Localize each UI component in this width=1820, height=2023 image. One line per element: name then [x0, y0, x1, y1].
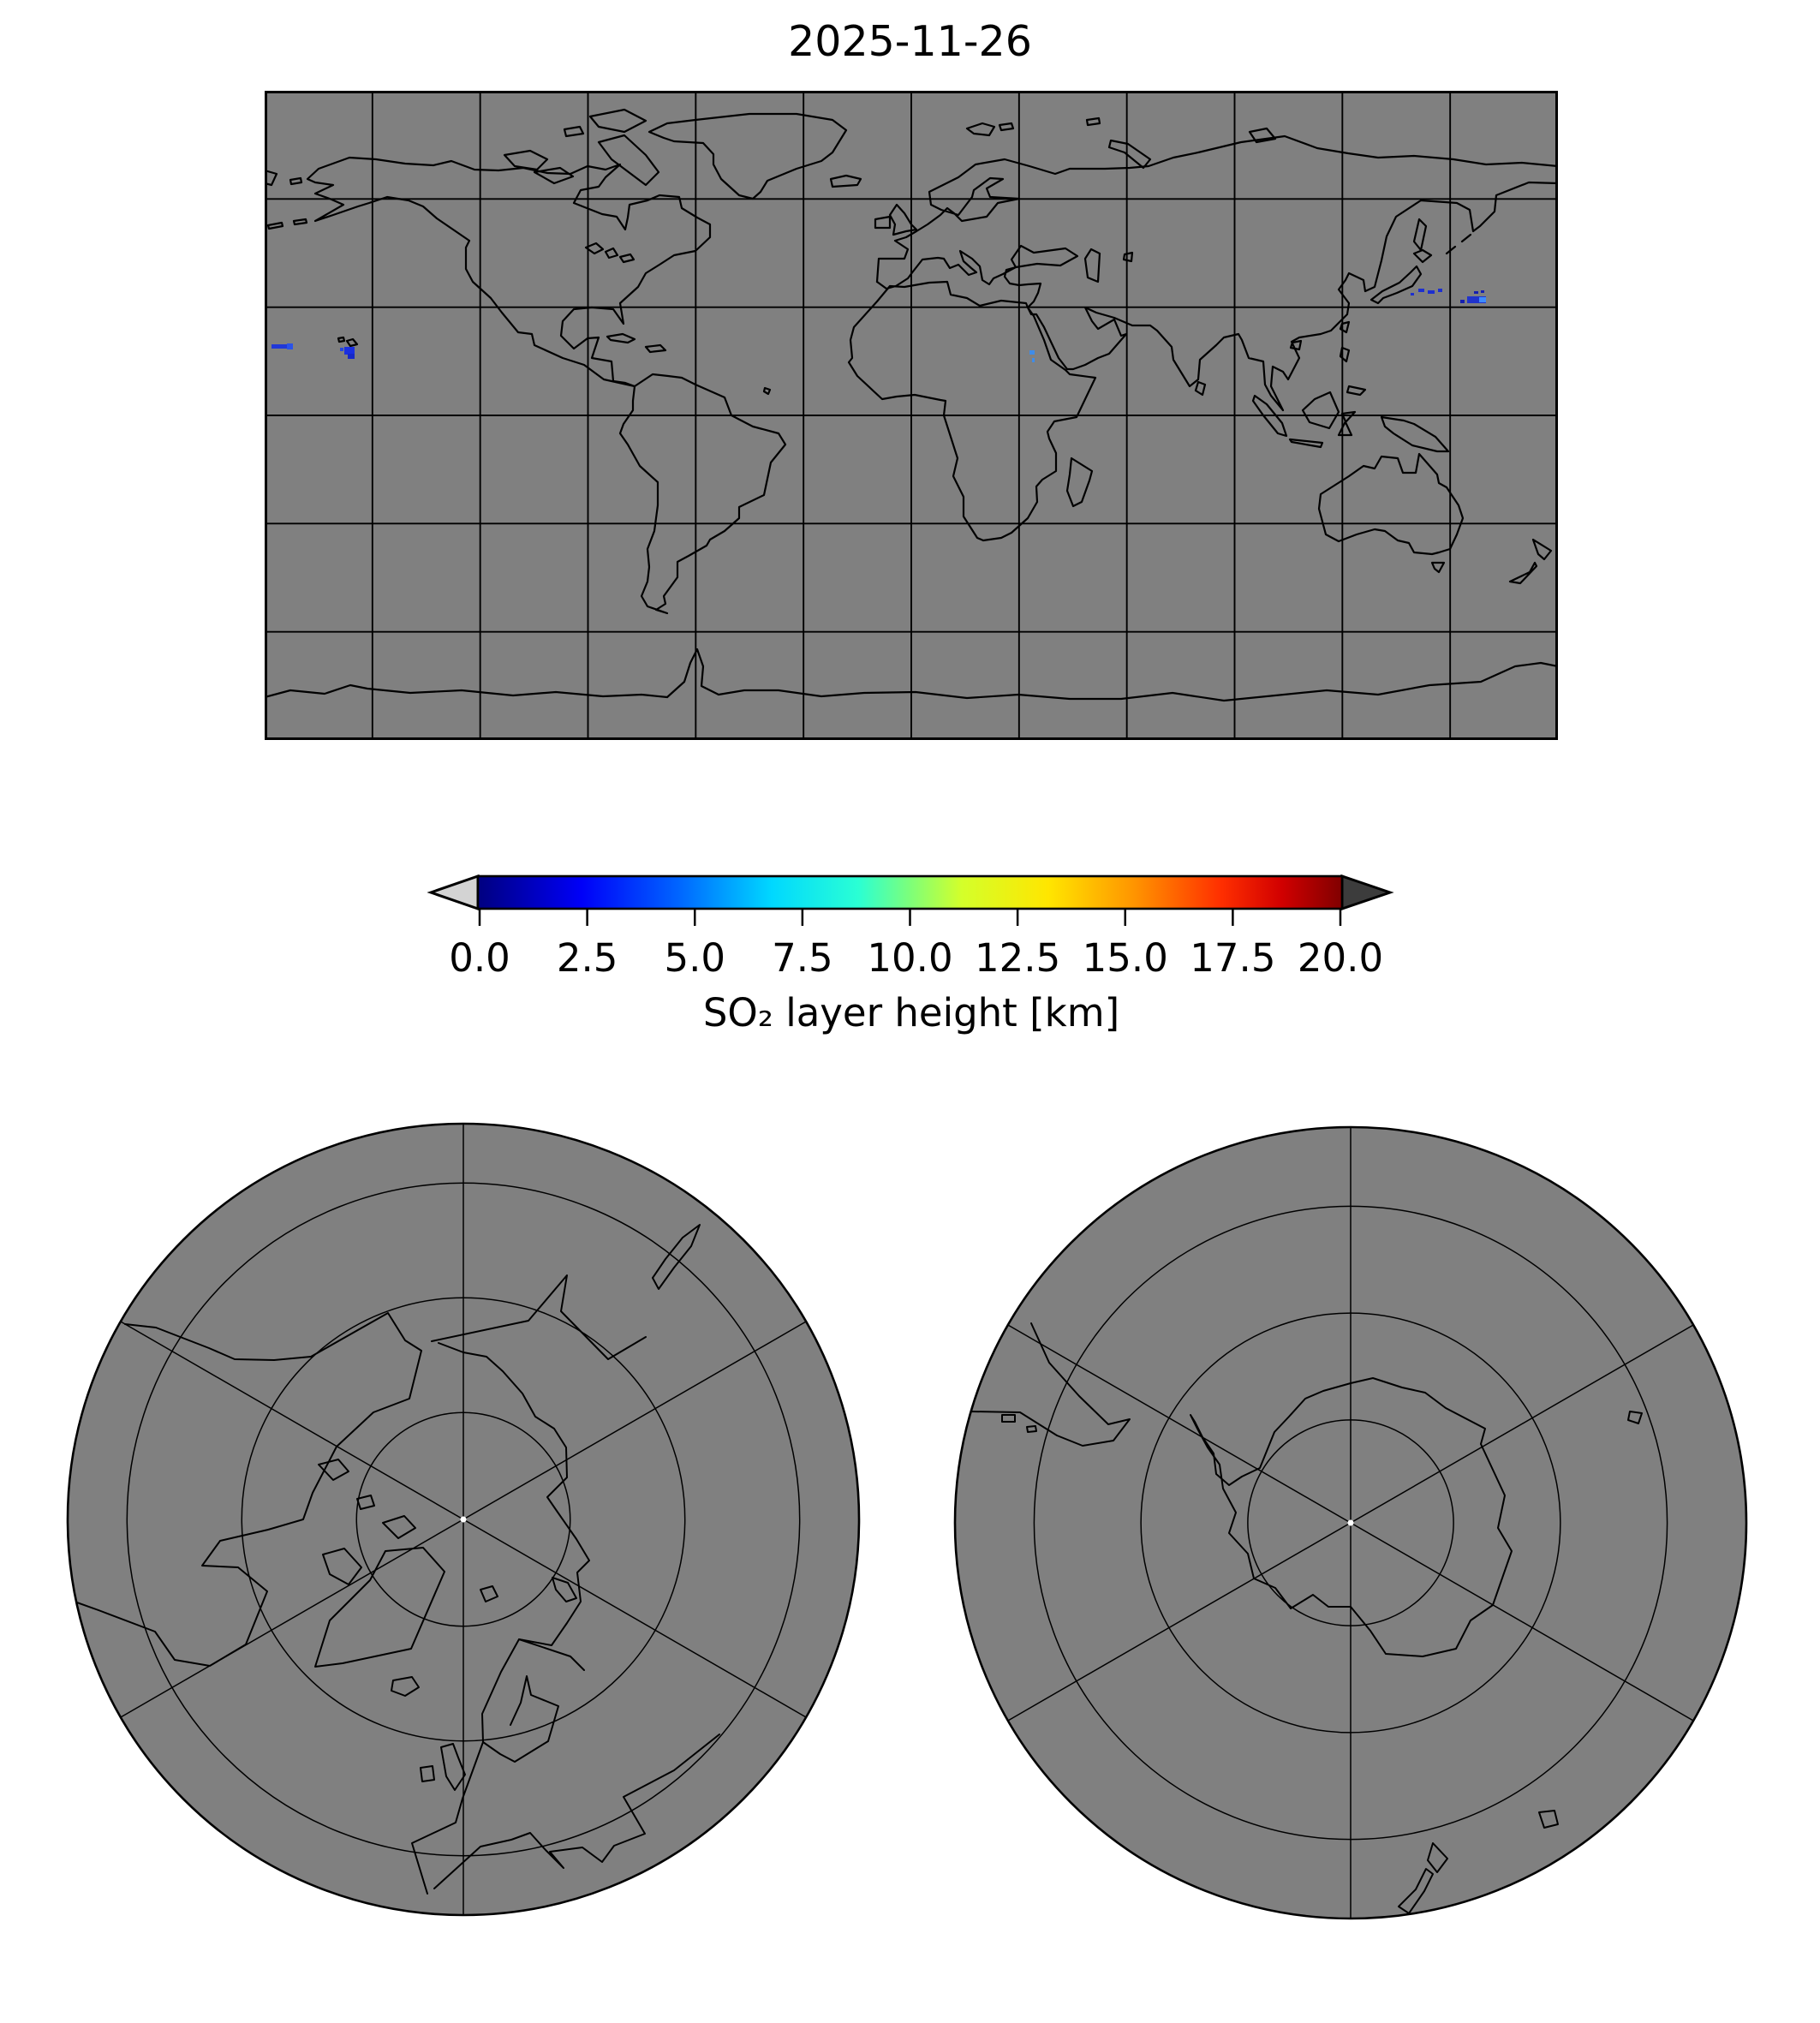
- map-border: [265, 91, 1558, 740]
- coastline-new-zealand: [1508, 538, 1553, 585]
- coastline-australia: [1317, 452, 1465, 556]
- np-baltic: [482, 1675, 559, 1763]
- coastline-sakhalin: [1412, 218, 1428, 252]
- coastline-iceland: [829, 174, 862, 188]
- np-britain-ireland: [420, 1743, 466, 1791]
- coastline-black-sea: [1010, 244, 1079, 269]
- coastline-antarctica: [265, 647, 1558, 702]
- coastline-ireland: [874, 215, 892, 230]
- coastline-indonesia: [1251, 391, 1450, 453]
- sp-falklands: [1001, 1414, 1037, 1433]
- coastline-great-lakes: [584, 242, 636, 264]
- coastline-eurasia-north: [875, 134, 1558, 283]
- coastline-britain: [888, 203, 918, 236]
- so2-detection-pixel: [340, 348, 343, 351]
- colorbar-tick-label: 15.0: [1082, 935, 1168, 981]
- coastline-mediterranean-north: [875, 249, 1042, 309]
- colorbar-ticks: [478, 909, 1342, 926]
- np-white-sea: [518, 1638, 585, 1671]
- coastline-sri-lanka: [1194, 380, 1207, 397]
- coastline-tasmania: [1430, 561, 1446, 574]
- so2-detection-pixel: [1474, 291, 1478, 294]
- colorbar-axis-label: SO₂ layer height [km]: [702, 990, 1120, 1035]
- north-pole-dot: [460, 1516, 467, 1523]
- np-iceland: [391, 1676, 420, 1697]
- np-greenland: [314, 1547, 445, 1668]
- coastline-south-america: [618, 373, 787, 615]
- so2-detection-pixel: [1481, 290, 1484, 293]
- coastline-philippines: [1339, 346, 1367, 397]
- so2-detection-pixel: [1032, 358, 1035, 362]
- colorbar-tick-label: 2.5: [556, 935, 618, 981]
- south-polar-map: [953, 1125, 1748, 1920]
- south-pole-dot: [1347, 1519, 1354, 1526]
- coastline-north-america: [306, 156, 712, 388]
- coastlines-south-polar: [970, 1322, 1643, 1914]
- np-japan-kurils: [652, 1224, 701, 1290]
- np-archipelago: [318, 1459, 416, 1585]
- so2-detection-pixel: [344, 347, 355, 355]
- coastline-bering-fragments: [265, 169, 308, 230]
- north-polar-map: [66, 1122, 861, 1917]
- coastline-africa: [847, 280, 1097, 542]
- colorbar-tick-label: 0.0: [449, 935, 510, 981]
- colorbar-under-arrow: [427, 874, 480, 911]
- colorbar-tick-label: 20.0: [1297, 935, 1384, 981]
- coastline-severnaya-zemlya: [1085, 116, 1277, 144]
- so2-detection-pixel: [1418, 289, 1424, 292]
- so2-detection-pixel: [1479, 297, 1486, 302]
- page-title: 2025-11-26: [788, 17, 1032, 66]
- coastlines-global: [265, 108, 1558, 702]
- so2-detection-pixel: [1428, 290, 1435, 294]
- np-svalbard-novaya: [480, 1577, 577, 1602]
- colorbar-tick-label: 17.5: [1190, 935, 1276, 981]
- colorbar-gradient: [478, 876, 1342, 909]
- so2-detection-pixel: [1411, 293, 1414, 295]
- coastline-asia-east-south: [1026, 181, 1558, 412]
- so2-detection-pixel: [272, 344, 287, 349]
- coastlines-north-polar: [74, 1224, 720, 1895]
- colorbar: [427, 874, 1394, 926]
- colorbar-tick-label: 7.5: [772, 935, 833, 981]
- so2-detection-pixel: [1460, 300, 1465, 303]
- south-polar-border: [953, 1125, 1748, 1920]
- np-north-america: [74, 1312, 422, 1667]
- np-okhotsk-kamchatka: [431, 1274, 647, 1360]
- global-map: [265, 91, 1558, 740]
- coastline-caspian-sea: [1083, 248, 1101, 283]
- coastline-aral: [1122, 251, 1134, 263]
- colorbar-tick-label: 12.5: [975, 935, 1061, 981]
- np-eurasia-arctic: [438, 1342, 590, 1743]
- so2-detection-pixel: [1029, 350, 1035, 355]
- north-polar-border: [66, 1122, 861, 1917]
- colorbar-over-arrow: [1340, 874, 1394, 911]
- coastline-greenland: [647, 112, 848, 200]
- coastline-taiwan-hainan: [1289, 320, 1351, 351]
- coastline-japan: [1369, 233, 1472, 305]
- so2-detection-pixel: [1438, 289, 1442, 292]
- colorbar-tick-label: 5.0: [664, 935, 726, 981]
- coastline-atlantic-islet: [762, 386, 772, 396]
- sp-tasmania: [1538, 1810, 1559, 1829]
- sp-antarctica: [1190, 1377, 1513, 1657]
- coastline-caribbean: [606, 332, 667, 354]
- coastline-arctic-archipelago: [503, 108, 660, 187]
- np-west-europe: [411, 1741, 484, 1895]
- coastline-hawaii: [337, 336, 359, 348]
- coastline-madagascar: [1065, 457, 1094, 508]
- np-mediterranean: [433, 1734, 720, 1889]
- coastline-svalbard: [965, 122, 1015, 137]
- so2-detection-pixel: [348, 354, 355, 359]
- coastline-novaya-zemlya: [1107, 139, 1152, 170]
- colorbar-tick-label: 10.0: [867, 935, 953, 981]
- sp-patagonia: [970, 1322, 1131, 1447]
- so2-detection-pixel: [287, 343, 293, 349]
- so2-detections-layer: [272, 289, 1486, 362]
- so2-detection-pixel: [1467, 296, 1486, 303]
- sp-kerguelen: [1627, 1411, 1643, 1424]
